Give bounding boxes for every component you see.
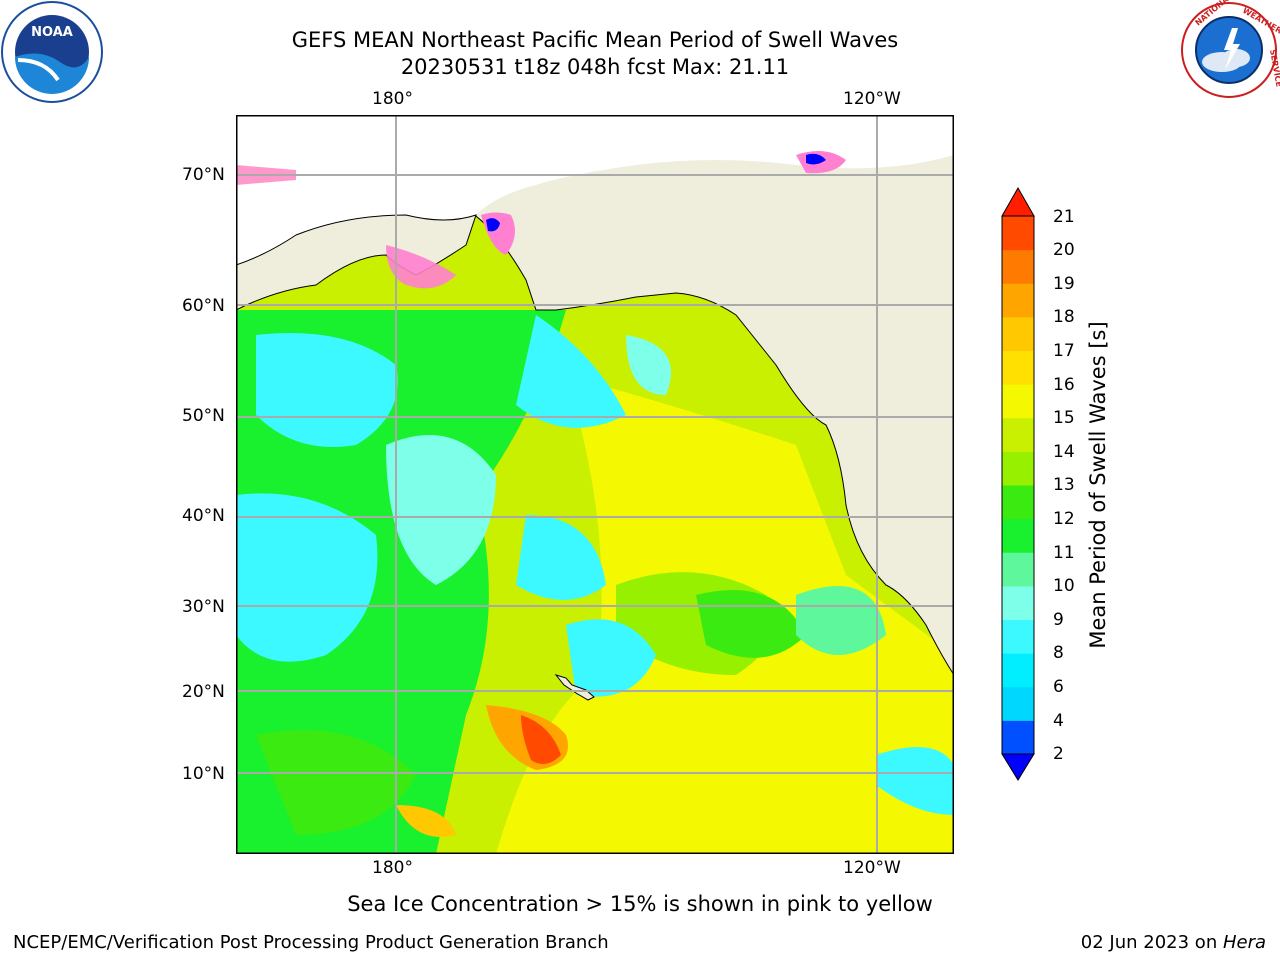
lat-label-50n: 50°N [182,406,225,426]
hawaii-islands [554,674,595,701]
lat-label-30n: 30°N [182,597,225,617]
region-red-max [521,715,561,764]
bottom-lon-label-120w: 120°W [843,858,901,878]
nws-logo-icon: NATIONAL WEATHER SERVICE [1181,0,1280,98]
colorbar-under-triangle [1001,753,1035,781]
map-frame [236,115,954,854]
lat-label-10n: 10°N [182,764,225,784]
plot-title: GEFS MEAN Northeast Pacific Mean Period … [291,28,899,52]
colorbar-band-18-19 [1002,283,1034,318]
colorbar-tick-21: 21 [1053,207,1075,227]
chukotka-land [236,214,477,311]
colorbar-band-14-15 [1002,417,1034,452]
colorbar-band-13-14 [1002,451,1034,486]
plot-subtitle: 20230531 t18z 048h fcst Max: 21.11 [400,55,790,79]
colorbar-band-12-13 [1002,485,1034,520]
region-green-east-2 [796,586,886,655]
region-cyan-5 [566,619,656,697]
lat-label-60n: 60°N [182,296,225,316]
colorbar-tick-15: 15 [1053,408,1075,428]
colorbar-tick-14: 14 [1053,442,1075,462]
colorbar-tick-20: 20 [1053,240,1075,260]
colorbar-over-triangle [1001,186,1035,217]
region-green-south [256,730,416,835]
lat-label-40n: 40°N [182,506,225,526]
top-lon-label-120w: 120°W [843,89,901,109]
colorbar-title: Mean Period of Swell Waves [s] [1086,321,1110,649]
noaa-logo-text: NOAA [31,25,73,40]
svg-text:SERVICE: SERVICE [1268,49,1280,88]
region-cyan-2 [236,493,378,662]
footer-branch: NCEP/EMC/Verification Post Processing Pr… [13,932,609,953]
footer-machine: Hera [1222,932,1266,953]
region-cyan-3 [386,435,496,585]
region-cyan-1 [256,333,398,447]
colorbar-tick-12: 12 [1053,509,1075,529]
sea-ice-core-1 [486,218,500,232]
sea-ice-core-2 [806,153,826,165]
colorbar-tick-16: 16 [1053,375,1075,395]
colorbar-tick-10: 10 [1053,576,1075,596]
colorbar-band-17-18 [1002,316,1034,351]
region-cyan-6 [516,315,626,428]
colorbar-band-19-20 [1002,249,1034,284]
sea-ice-4 [386,245,456,289]
arctic-ocean [236,115,954,265]
sea-ice-note: Sea Ice Concentration > 15% is shown in … [347,892,933,916]
colorbar-tick-17: 17 [1053,341,1075,361]
colorbar-band-9-10 [1002,585,1034,620]
colorbar-tick-6: 6 [1053,677,1064,697]
colorbar-tick-2: 2 [1053,744,1064,764]
colorbar-tick-8: 8 [1053,643,1064,663]
colorbar-tick-11: 11 [1053,543,1075,563]
region-cyan-4 [516,515,606,600]
lat-label-20n: 20°N [182,682,225,702]
colorbar-band-8-9 [1002,619,1034,654]
colorbar [1001,186,1035,781]
colorbar-band-15-16 [1002,384,1034,419]
region-cyan-7 [626,335,671,395]
bottom-lon-label-180: 180° [372,858,413,878]
footer-date-text: 02 Jun 2023 on [1080,932,1223,953]
lat-label-70n: 70°N [182,165,225,185]
colorbar-band-11-12 [1002,518,1034,553]
graticule [236,115,954,854]
colorbar-band-16-17 [1002,350,1034,385]
noaa-logo-icon: NOAA [1,1,103,103]
colorbar-tick-13: 13 [1053,475,1075,495]
colorbar-band-4-6 [1002,686,1034,721]
footer-date: 02 Jun 2023 on Hera [1081,932,1266,954]
colorbar-tick-19: 19 [1053,274,1075,294]
colorbar-tick-18: 18 [1053,307,1075,327]
region-orange-south [396,805,456,837]
colorbar-band-20-21 [1002,216,1034,251]
colorbar-tick-9: 9 [1053,610,1064,630]
top-lon-label-180: 180° [372,89,413,109]
swell-period-map [236,115,954,854]
colorbar-band-6-8 [1002,653,1034,688]
colorbar-tick-4: 4 [1053,711,1064,731]
colorbar-band-10-11 [1002,552,1034,587]
colorbar-band-2-4 [1002,720,1034,755]
region-cyan-8 [876,747,954,815]
